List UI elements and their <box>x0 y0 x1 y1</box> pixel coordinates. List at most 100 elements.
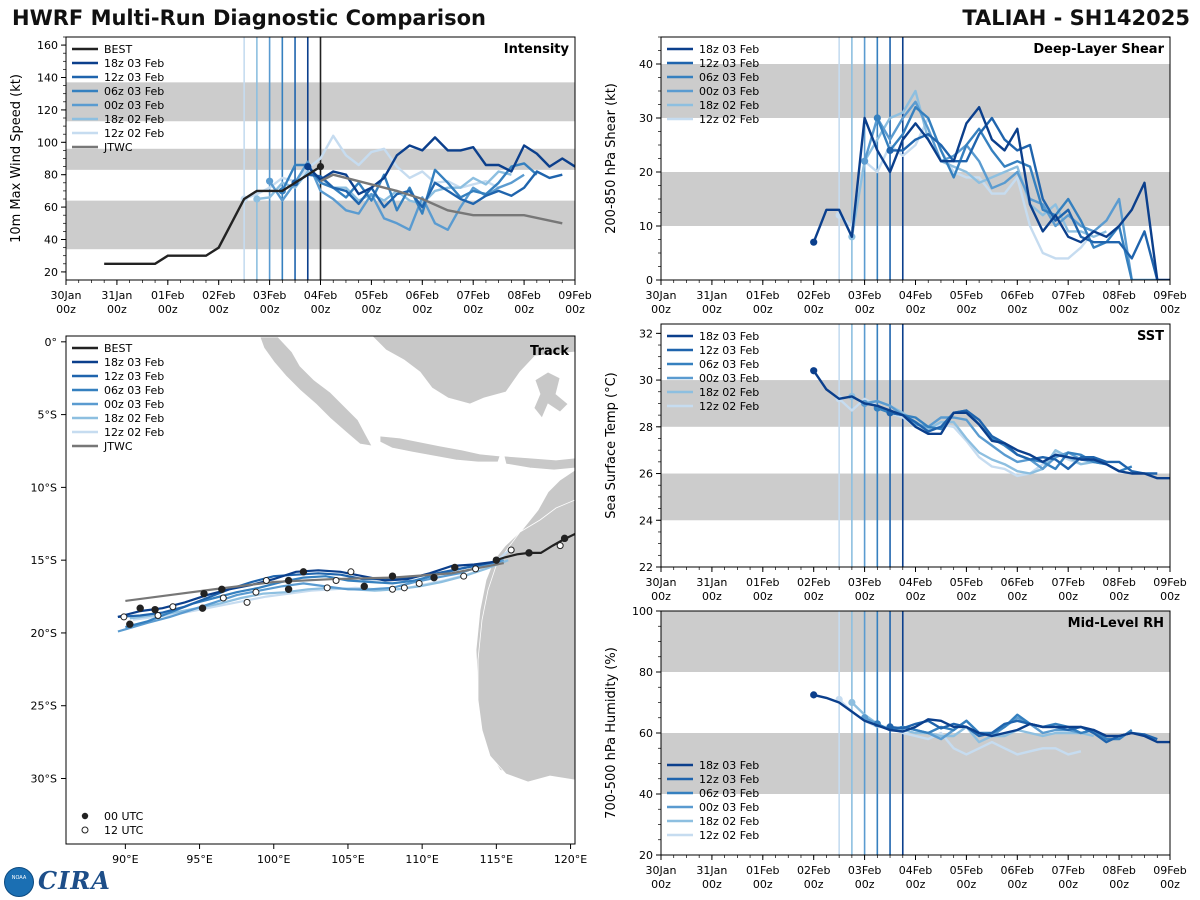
rh-x-tick-label: 06Feb <box>1001 864 1034 877</box>
sst-y-tick-label: 32 <box>639 327 653 340</box>
track-marker-12z <box>332 577 340 585</box>
shear-band <box>661 172 1170 226</box>
intensity-y-tick-label: 160 <box>37 39 58 52</box>
sst-series-line <box>812 370 1170 480</box>
sst-x-tick-label: 01Feb <box>746 576 779 589</box>
track-marker-12z <box>154 611 162 619</box>
intensity-x-tick-label: 00z <box>107 303 127 316</box>
track-panel-title: Track <box>530 344 569 359</box>
land-sulawesi <box>533 371 569 419</box>
sst-x-tick-label: 00z <box>957 590 977 603</box>
intensity-legend-label: 18z 03 Feb <box>104 57 164 70</box>
rh-x-tick-label: 00z <box>855 878 875 891</box>
shear-y-tick-label: 0 <box>646 274 653 287</box>
intensity-y-tick-label: 120 <box>37 104 58 117</box>
track-legend-label: 18z 03 Feb <box>104 356 164 369</box>
sst-band <box>661 473 1170 521</box>
intensity-x-tick-label: 03Feb <box>253 289 286 302</box>
track-marker-12z <box>219 594 227 602</box>
intensity-x-tick-label: 05Feb <box>355 289 388 302</box>
shear-x-tick-label: 31Jan <box>696 289 727 302</box>
intensity-y-tick-label: 60 <box>44 201 58 214</box>
sst-x-tick-label: 07Feb <box>1051 576 1084 589</box>
rh-x-tick-label: 00z <box>804 878 824 891</box>
track-lat-tick-label: 30°S <box>31 772 57 785</box>
rh-x-tick-label: 00z <box>1007 878 1027 891</box>
sst-x-tick-label: 00z <box>804 590 824 603</box>
intensity-legend-label: 12z 02 Feb <box>104 127 164 140</box>
intensity-legend-label: 18z 02 Feb <box>104 113 164 126</box>
shear-x-tick-label: 00z <box>1058 303 1078 316</box>
track-legend-label: 06z 03 Feb <box>104 384 164 397</box>
intensity-legend-label: 06z 03 Feb <box>104 85 164 98</box>
intensity-x-tick-label: 30Jan <box>51 289 82 302</box>
shear-legend-label: 12z 02 Feb <box>699 113 759 126</box>
track-marker-00z <box>388 572 397 580</box>
intensity-best-line <box>104 165 322 265</box>
track-lon-tick-label: 90°E <box>112 853 138 866</box>
shear-series-start-point <box>861 157 869 165</box>
intensity-series-start-point <box>304 163 312 171</box>
rh-plot-area <box>661 611 1170 855</box>
track-marker-00z <box>200 589 208 598</box>
cira-logo: NOAA CIRA <box>4 866 114 897</box>
marker-legend-00z-symbol <box>81 812 89 820</box>
track-marker-12z <box>472 565 480 573</box>
rh-legend-label: 18z 03 Feb <box>699 759 759 772</box>
rh-y-tick-label: 60 <box>639 727 653 740</box>
rh-x-tick-label: 09Feb <box>1153 864 1186 877</box>
track-marker-00z <box>284 576 293 585</box>
track-lat-tick-label: 10°S <box>31 481 57 494</box>
track-series-line <box>117 559 505 633</box>
shear-x-tick-label: 00z <box>957 303 977 316</box>
shear-series-line <box>812 105 1170 280</box>
intensity-series-line <box>256 170 512 206</box>
sst-legend-label: 18z 03 Feb <box>699 330 759 343</box>
track-lat-tick-label: 5°S <box>38 409 57 422</box>
track-marker-00z <box>198 604 207 612</box>
rh-band <box>661 611 1170 672</box>
sst-series-line <box>889 409 1158 475</box>
sst-x-tick-label: 05Feb <box>950 576 983 589</box>
intensity-x-tick-label: 00z <box>260 303 280 316</box>
sst-legend-label: 18z 02 Feb <box>699 386 759 399</box>
land-australia-west <box>477 499 575 783</box>
land-borneo <box>371 336 575 405</box>
sst-y-tick-label: 28 <box>639 421 653 434</box>
figure-title: HWRF Multi-Run Diagnostic Comparison <box>12 6 487 30</box>
sst-x-tick-label: 09Feb <box>1153 576 1186 589</box>
rh-series-start-point <box>810 691 818 699</box>
track-lat-tick-label: 20°S <box>31 627 57 640</box>
track-marker-00z <box>136 604 144 612</box>
sst-legend-label: 06z 03 Feb <box>699 358 759 371</box>
sst-x-tick-label: 00z <box>1109 590 1129 603</box>
rh-x-tick-label: 00z <box>651 878 671 891</box>
intensity-series-line <box>281 162 538 215</box>
panel-sst: 22242628303230Jan00z31Jan00z01Feb00z02Fe… <box>604 323 1187 603</box>
intensity-x-tick-label: 31Jan <box>101 289 132 302</box>
shear-panel-title: Deep-Layer Shear <box>1033 42 1164 57</box>
shear-x-tick-label: 06Feb <box>1001 289 1034 302</box>
intensity-y-tick-label: 40 <box>44 234 58 247</box>
track-marker-12z <box>262 577 270 585</box>
intensity-x-tick-label: 02Feb <box>202 289 235 302</box>
land-java <box>379 435 501 463</box>
intensity-series-line <box>306 136 575 196</box>
sst-x-tick-label: 00z <box>1160 590 1180 603</box>
sst-x-tick-label: 00z <box>906 590 926 603</box>
rh-x-tick-label: 00z <box>1109 878 1129 891</box>
shear-x-tick-label: 05Feb <box>950 289 983 302</box>
shear-series-start-point <box>810 238 818 246</box>
sst-y-tick-label: 22 <box>639 561 653 574</box>
sst-x-tick-label: 02Feb <box>797 576 830 589</box>
shear-series-line <box>850 89 1107 239</box>
track-marker-00z <box>151 605 159 614</box>
shear-y-axis-label: 200-850 hPa Shear (kt) <box>604 83 619 234</box>
intensity-series-line <box>294 170 563 209</box>
shear-legend-label: 12z 03 Feb <box>699 57 759 70</box>
rh-y-tick-label: 100 <box>632 605 653 618</box>
intensity-y-tick-label: 100 <box>37 136 58 149</box>
shear-x-tick-label: 00z <box>906 303 926 316</box>
sst-x-tick-label: 31Jan <box>696 576 727 589</box>
